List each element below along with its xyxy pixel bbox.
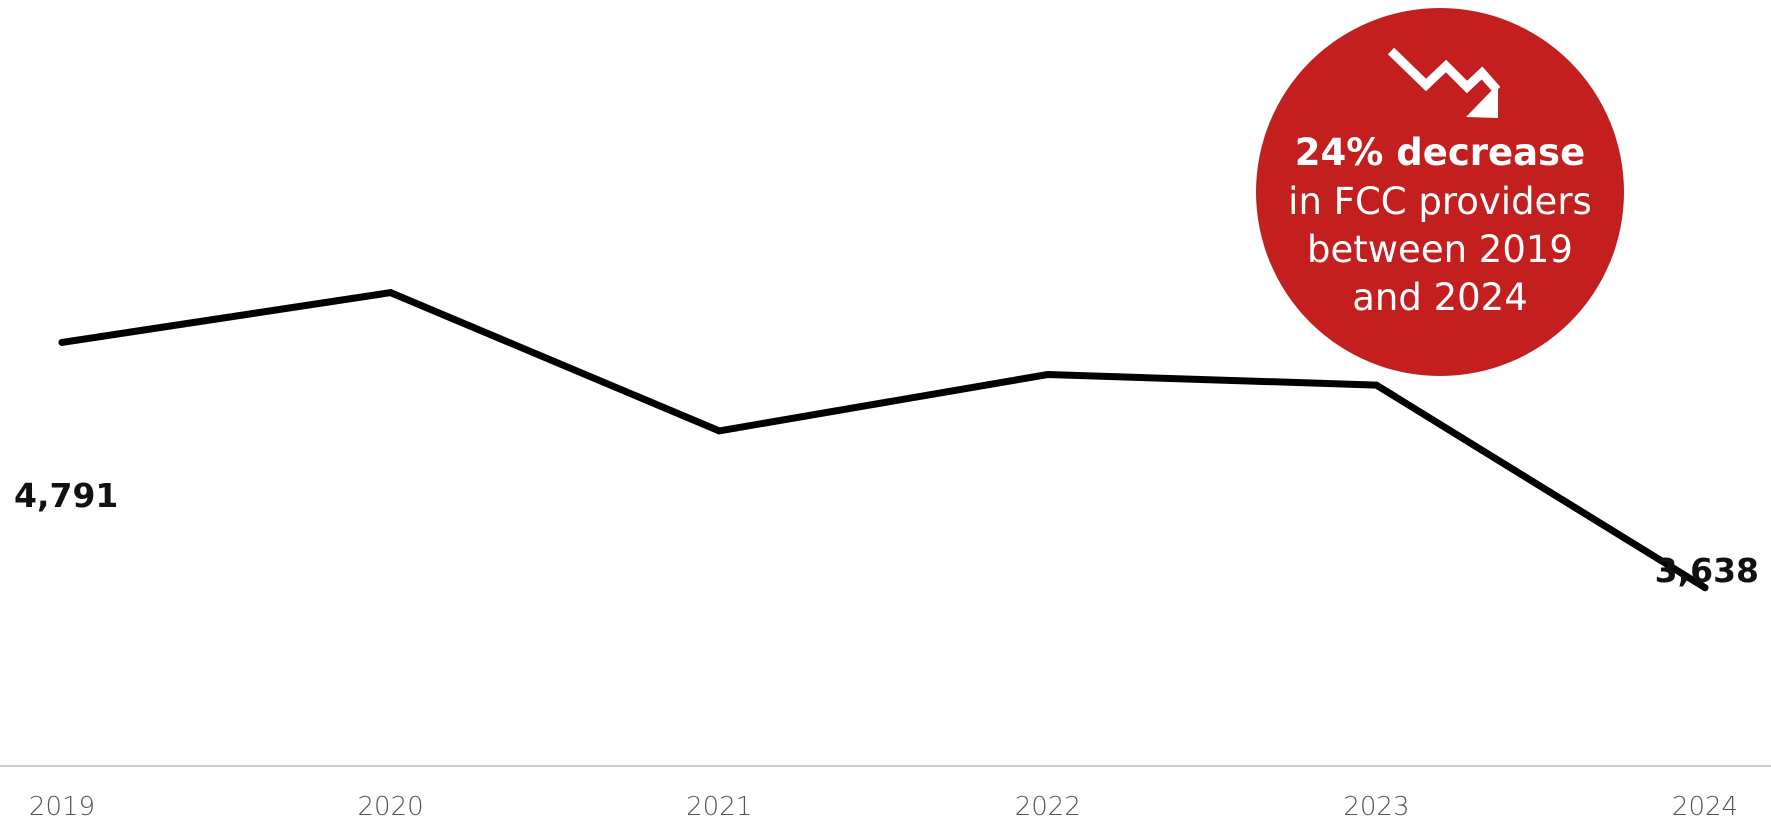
data-point-2024	[1701, 584, 1709, 592]
data-label-end: 3,638	[1655, 551, 1759, 590]
callout-circle	[1256, 8, 1624, 376]
x-tick-label-2020: 2020	[358, 792, 424, 822]
callout-text-line: between 2019	[1307, 228, 1573, 271]
x-tick-label-2022: 2022	[1015, 792, 1081, 822]
data-label-start: 4,791	[14, 476, 118, 515]
callout-text-line: and 2024	[1352, 276, 1528, 319]
series-line	[58, 289, 1709, 592]
callout-text-line: in FCC providers	[1288, 180, 1592, 223]
x-tick-label-2024: 2024	[1672, 792, 1738, 822]
x-tick-label-2021: 2021	[686, 792, 752, 822]
trending-down-arrow-icon	[1387, 47, 1501, 118]
callout-headline: 24% decrease	[1295, 131, 1585, 174]
callout-bubble: 24% decrease in FCC providers between 20…	[1256, 8, 1624, 376]
data-point-2021	[715, 427, 723, 435]
data-point-2023	[1372, 381, 1380, 389]
x-tick-label-2019: 2019	[29, 792, 95, 822]
x-axis-tick-labels: 2019 2020 2021 2022 2023 2024	[29, 792, 1738, 822]
data-point-2019	[58, 338, 66, 346]
data-point-2020	[387, 289, 395, 297]
data-point-2022	[1044, 370, 1052, 378]
x-tick-label-2023: 2023	[1343, 792, 1409, 822]
